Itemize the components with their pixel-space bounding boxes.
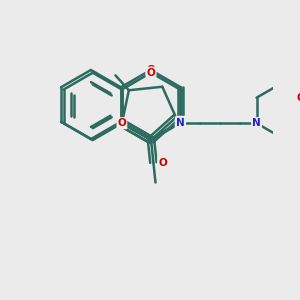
Text: N: N	[176, 118, 184, 128]
Text: O: O	[118, 118, 126, 128]
Text: O: O	[146, 65, 155, 75]
Text: N: N	[252, 118, 261, 128]
Text: O: O	[147, 68, 155, 78]
Text: O: O	[296, 93, 300, 103]
Text: O: O	[158, 158, 167, 168]
Text: N: N	[176, 117, 185, 127]
